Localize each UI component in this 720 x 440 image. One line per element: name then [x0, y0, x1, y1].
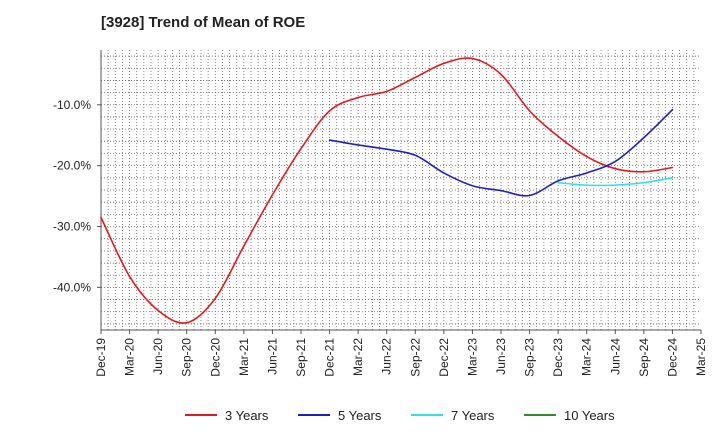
series-line-7-years	[557, 177, 674, 187]
legend-label-5-years: 5 Years	[338, 408, 382, 423]
y-tick-label: -10.0%	[53, 98, 91, 112]
x-tick-label: Mar-23	[465, 338, 479, 376]
x-tick-label: Jun-23	[494, 338, 508, 375]
x-tick-label: Dec-21	[323, 338, 337, 377]
x-tick-label: Dec-23	[551, 338, 565, 377]
x-tick-label: Jun-22	[380, 338, 394, 375]
series-line-3-years	[100, 57, 674, 324]
x-tick-label: Mar-25	[694, 338, 708, 376]
legend-label-7-years: 7 Years	[451, 408, 495, 423]
x-tick-label: Mar-22	[351, 338, 365, 376]
x-tick-label: Jun-20	[151, 338, 165, 375]
x-tick-label: Mar-21	[237, 338, 251, 376]
x-tick-label: Dec-22	[437, 338, 451, 377]
y-tick-label: -20.0%	[53, 159, 91, 173]
x-tick-label: Sep-22	[408, 338, 422, 377]
y-tick-label: -30.0%	[53, 220, 91, 234]
x-tick-label: Dec-20	[208, 338, 222, 377]
legend-label-3-years: 3 Years	[225, 408, 269, 423]
y-tick-label: -40.0%	[53, 280, 91, 294]
x-tick-label: Sep-21	[294, 338, 308, 377]
x-tick-label: Mar-20	[123, 338, 137, 376]
x-tick-label: Mar-24	[580, 338, 594, 376]
chart-title: [3928] Trend of Mean of ROE	[101, 14, 306, 31]
x-tick-label: Dec-24	[665, 338, 679, 377]
x-tick-label: Dec-19	[94, 338, 108, 377]
x-tick-label: Jun-21	[265, 338, 279, 375]
x-tick-label: Jun-24	[608, 338, 622, 375]
x-tick-label: Sep-20	[180, 338, 194, 377]
x-tick-label: Sep-23	[523, 338, 537, 377]
legend-label-10-years: 10 Years	[564, 408, 615, 423]
x-tick-label: Sep-24	[637, 338, 651, 377]
series-line-5-years	[328, 108, 674, 197]
